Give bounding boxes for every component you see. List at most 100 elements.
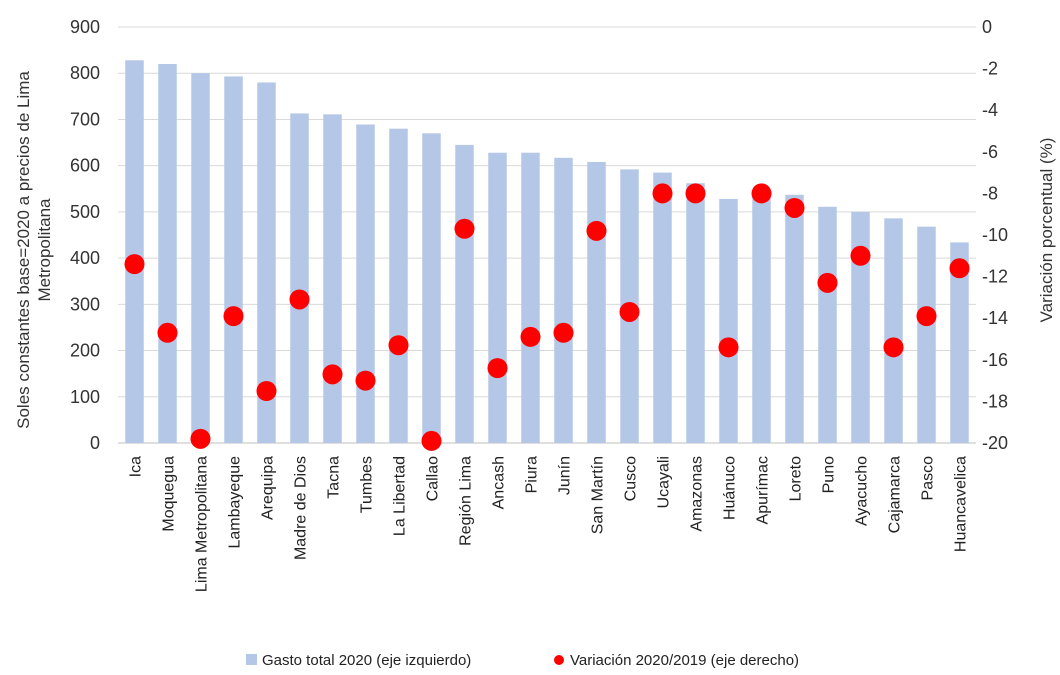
category-label: Junín: [557, 456, 574, 495]
category-label: Huánuco: [722, 456, 739, 520]
right-axis-title: Variación porcentual (%): [1037, 138, 1056, 323]
left-axis-title-line-2: Metropolitana: [35, 198, 54, 302]
category-label: Ayacucho: [854, 456, 871, 526]
data-point: [619, 301, 640, 322]
data-point: [289, 289, 310, 310]
category-label: Región Lima: [458, 456, 475, 546]
bar: [950, 242, 969, 443]
category-label: Loreto: [788, 456, 805, 501]
data-point: [883, 337, 904, 358]
left-tick-label: 800: [70, 63, 100, 83]
category-label: Apurímac: [755, 456, 772, 524]
bar-layer: [125, 60, 969, 444]
left-tick-label: 0: [90, 433, 100, 453]
data-point: [421, 430, 442, 451]
data-point: [322, 364, 343, 385]
data-point: [256, 381, 277, 401]
left-tick-label: 600: [70, 156, 100, 176]
grid-layer: [118, 26, 976, 444]
bar: [653, 172, 672, 443]
data-point: [553, 322, 574, 343]
legend-bar-label: Gasto total 2020 (eje izquierdo): [262, 652, 471, 669]
bar: [158, 63, 177, 443]
bar: [554, 157, 573, 443]
data-point: [190, 428, 211, 449]
bar: [884, 218, 903, 443]
bar: [752, 191, 771, 443]
data-point: [388, 335, 409, 356]
bar: [224, 76, 243, 444]
bar: [851, 211, 870, 443]
right-tick-label: -12: [982, 267, 1008, 287]
right-tick-label: -16: [982, 350, 1008, 370]
category-label: Callao: [425, 456, 442, 501]
right-tick-label: -10: [982, 225, 1008, 245]
category-label: Cusco: [623, 456, 640, 501]
legend: Gasto total 2020 (eje izquierdo) Variaci…: [246, 652, 799, 669]
bar: [356, 124, 375, 443]
category-label: Cajamarca: [887, 456, 904, 533]
right-tick-layer: -20-18-16-14-12-10-8-6-4-20: [982, 17, 1008, 453]
bar: [719, 198, 738, 443]
data-point: [850, 245, 871, 266]
bar: [587, 161, 606, 444]
category-label: Puno: [821, 456, 838, 493]
category-label: Madre de Dios: [293, 456, 310, 560]
legend-point-label: Variación 2020/2019 (eje derecho): [570, 652, 799, 669]
data-point: [586, 220, 607, 241]
category-label: Lambayeque: [227, 456, 244, 549]
bar: [455, 144, 474, 443]
data-point: [355, 370, 376, 391]
right-tick-label: -6: [982, 142, 998, 162]
right-tick-label: -18: [982, 391, 1008, 411]
bar: [917, 226, 936, 443]
category-label: Pasco: [920, 456, 937, 501]
category-label: Lima Metropolitana: [194, 456, 211, 592]
category-label: Ucayali: [656, 456, 673, 508]
point-layer: [124, 183, 970, 451]
category-label: Huancavelica: [953, 456, 970, 552]
category-label: Moquegua: [161, 456, 178, 532]
bar: [323, 114, 342, 444]
data-point: [223, 306, 244, 327]
legend-bar-swatch: [246, 654, 257, 665]
bar: [191, 73, 210, 443]
data-point: [487, 358, 508, 379]
category-label: Ica: [128, 456, 145, 477]
left-tick-label: 400: [70, 248, 100, 268]
data-point: [784, 197, 805, 218]
data-point: [916, 306, 937, 327]
legend-point-swatch: [554, 655, 564, 665]
left-tick-label: 100: [70, 387, 100, 407]
category-label-layer: Ica Moquegua Lima Metropolitana Lambayeque A…: [128, 456, 970, 592]
data-point: [685, 183, 706, 204]
bar: [686, 183, 705, 443]
category-label: Amazonas: [689, 456, 706, 532]
right-tick-label: -8: [982, 183, 998, 203]
data-point: [520, 326, 541, 347]
category-label: Ancash: [491, 456, 508, 509]
bar: [257, 82, 276, 443]
data-point: [718, 337, 739, 358]
data-point: [817, 272, 838, 293]
right-tick-label: 0: [982, 17, 992, 37]
bar: [290, 113, 309, 444]
left-tick-label: 200: [70, 341, 100, 361]
right-tick-label: -2: [982, 59, 998, 79]
data-point: [124, 254, 145, 275]
category-label: Arequipa: [260, 456, 277, 520]
data-point: [949, 258, 970, 279]
data-point: [454, 218, 475, 239]
data-point: [157, 322, 178, 343]
category-label: Piura: [524, 456, 541, 493]
category-label: San Martín: [590, 456, 607, 534]
left-tick-layer: 0 100 200 300 400 500 600 700 800 900: [70, 17, 100, 453]
category-label: Tumbes: [359, 456, 376, 513]
data-point: [652, 183, 673, 204]
category-label: La Libertad: [392, 456, 409, 536]
category-label: Tacna: [326, 456, 343, 499]
data-point: [751, 183, 772, 204]
left-tick-label: 300: [70, 294, 100, 314]
left-tick-label: 500: [70, 202, 100, 222]
